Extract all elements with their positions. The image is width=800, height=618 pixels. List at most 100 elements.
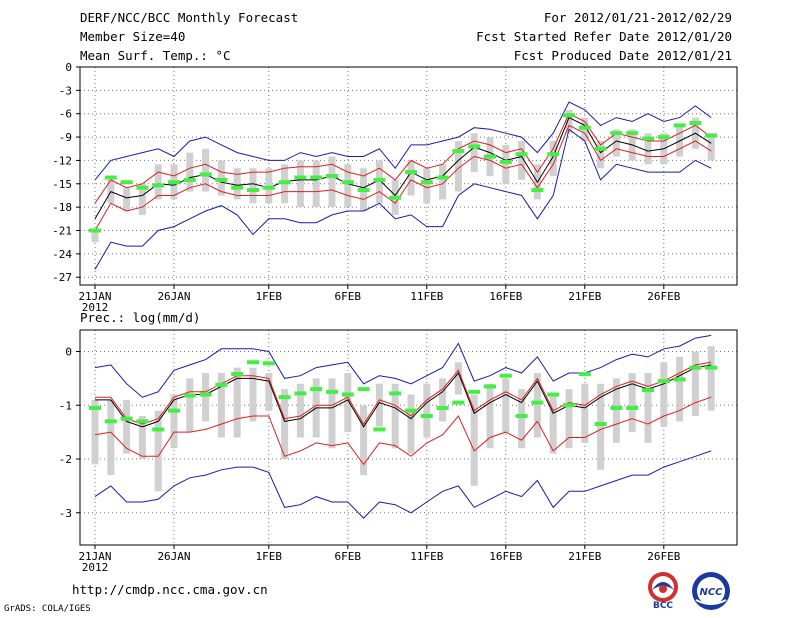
series-line-ensemble-mean [94,116,712,220]
x-tick-label: 21JAN [78,550,111,563]
forecast-produced-date: Fcst Produced Date 2012/01/21 [513,48,732,63]
observed-marker [199,392,212,397]
forecast-start-date: Fcst Started Refer Date 2012/01/20 [476,29,732,44]
y-tick-label: -6 [59,108,72,121]
observed-marker [183,177,196,182]
observed-marker [594,146,607,151]
panel-frame [79,329,738,546]
y-tick-label: 0 [65,61,72,74]
x-tick-label: 26FEB [647,290,680,303]
source-url[interactable]: http://cmdp.ncc.cma.gov.cn [72,582,268,597]
member-range-box [565,389,573,449]
observed-marker [120,416,133,421]
observed-marker [104,175,117,180]
member-range-box [518,389,526,449]
x-tick-label: 21FEB [568,550,601,563]
member-range-box [328,156,336,208]
observed-marker [294,175,307,180]
observed-marker [104,419,117,424]
observed-marker [405,170,417,175]
observed-marker [326,174,338,178]
forecast-period: For 2012/01/21-2012/02/29 [543,10,732,25]
observed-marker [657,379,670,384]
member-range-box [154,410,162,492]
member-range-box [707,133,715,161]
year-label: 2012 [82,301,109,314]
observed-marker [341,392,354,397]
observed-marker [136,185,149,190]
observed-marker [405,408,417,413]
observed-marker [294,391,307,396]
observed-marker [563,113,575,118]
series-line-lower-red [94,396,712,466]
member-range-box [565,109,573,134]
chart-title: DERF/NCC/BCC Monthly Forecast [80,10,299,25]
member-range-box [502,144,510,184]
observed-marker [484,154,496,159]
series-line-lower-red [94,124,712,231]
observed-marker [642,136,654,141]
y-tick-label: -2 [59,453,72,466]
observed-marker [373,427,386,432]
observed-marker [215,177,228,182]
observed-marker [610,405,623,410]
observed-marker [499,373,512,378]
observed-marker [436,405,449,410]
x-tick-label: 21FEB [568,290,601,303]
bcc-logo-text: BCC [653,601,673,610]
y-tick-label: -15 [52,178,72,191]
member-range-box [533,373,541,438]
member-range-box [375,383,383,427]
observed-marker [642,388,654,393]
observed-marker [310,387,323,392]
member-range-box [454,362,462,395]
member-range-box [233,367,241,438]
observed-marker [547,392,560,397]
member-range-box [344,164,352,208]
observed-marker [689,121,702,126]
observed-marker [594,422,607,427]
member-range-box [186,378,194,433]
y-tick-label: 0 [65,346,72,359]
series-line-ensemble-mean [95,364,712,428]
member-range-box [249,367,257,422]
member-range-box [154,164,162,200]
series-line-max-member [94,334,712,398]
member-range-box [91,230,99,243]
observed-marker [531,188,544,193]
observed-marker [120,180,133,185]
y-tick-label: -21 [52,225,72,238]
observed-marker [531,400,544,405]
member-range-box [407,394,415,454]
ncc-logo-text: NCC [699,587,723,598]
series-line-upper-red [94,113,712,204]
member-range-box [296,383,304,438]
x-tick-label: 16FEB [489,290,522,303]
x-tick-label: 26JAN [157,550,190,563]
observed-marker [420,180,433,185]
observed-marker [578,125,591,130]
ncc-logo: NCC [692,572,730,610]
observed-marker [610,131,623,136]
member-range-box [123,399,131,454]
x-tick-label: 26FEB [647,550,680,563]
observed-marker [183,393,196,398]
observed-marker [326,389,338,394]
bcc-logo: BCC [648,572,678,610]
temperature-panel: 0 -3 -6 -9 -12 -15 -18 -21 -24 -27 21JAN 26JAN 1FEB 6… [52,61,738,314]
y-tick-label: -3 [59,507,72,520]
x-tick-label: 6FEB [335,290,362,303]
observed-marker [468,144,481,149]
member-range-box [707,346,715,411]
panel-frame [79,66,738,286]
x-tick-label: 11FEB [410,550,443,563]
member-range-box [439,164,447,200]
member-range-box [691,351,699,416]
member-range-box [312,160,320,208]
member-range-box [360,405,368,476]
y-tick-label: -9 [59,131,72,144]
observed-marker [499,159,512,164]
grads-credit: GrADS: COLA/IGES [4,604,91,614]
observed-marker [199,172,212,177]
